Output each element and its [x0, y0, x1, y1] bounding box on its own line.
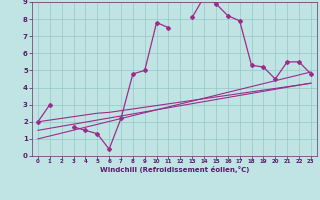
X-axis label: Windchill (Refroidissement éolien,°C): Windchill (Refroidissement éolien,°C)	[100, 166, 249, 173]
